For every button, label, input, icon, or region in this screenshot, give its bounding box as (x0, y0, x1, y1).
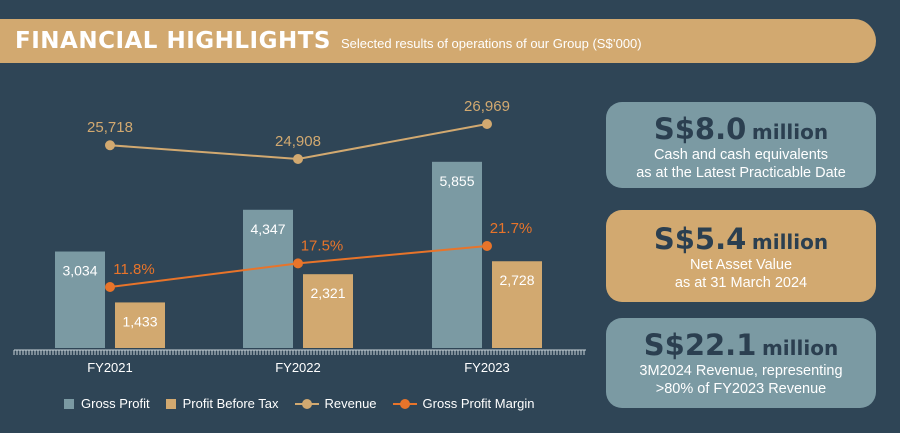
x-tick-label: FY2021 (87, 360, 133, 375)
profit-before-tax-label: 2,321 (310, 285, 345, 301)
x-tick-label: FY2023 (464, 360, 510, 375)
revenue-label: 24,908 (275, 133, 321, 150)
margin-label: 17.5% (301, 237, 344, 254)
revenue-label: 26,969 (464, 98, 510, 115)
page-subtitle: Selected results of operations of our Gr… (341, 35, 642, 51)
gross-profit-bar (243, 209, 293, 348)
gross-profit-label: 4,347 (250, 221, 285, 237)
margin-label: 11.8% (113, 261, 154, 278)
profit-before-tax-label: 2,728 (499, 272, 534, 288)
revenue-point (293, 154, 303, 164)
legend-label-profit-before-tax: Profit Before Tax (182, 396, 279, 411)
revenue-point (105, 140, 115, 151)
legend-profit-before-tax: Profit Before Tax (165, 396, 279, 411)
cash-figure: S$8.0 million (606, 112, 876, 146)
gross-profit-bar (55, 251, 105, 348)
profit-before-tax-bar (115, 302, 165, 348)
revenue-desc-2: >80% of FY2023 Revenue (655, 381, 827, 397)
nav-desc-2: as at 31 March 2024 (674, 275, 808, 291)
revenue-label: 25,718 (87, 119, 133, 136)
cash-unit: million (751, 120, 829, 144)
gross-profit-label: 3,034 (62, 263, 97, 279)
gross-profit-swatch (64, 398, 74, 409)
legend-label-gross-profit: Gross Profit (81, 396, 150, 411)
nav-amount: S$5.4 (653, 222, 747, 256)
nav-card: S$5.4 million Net Asset Value as at 31 M… (606, 210, 876, 302)
chart-legend: Gross Profit Profit Before Tax Revenue G… (64, 396, 551, 411)
profit-before-tax-swatch (165, 398, 176, 409)
margin-label: 21.7% (490, 220, 533, 237)
nav-figure: S$5.4 million (606, 222, 876, 256)
margin-line-marker (392, 398, 417, 409)
nav-unit: million (751, 230, 829, 254)
page-title: FINANCIAL HIGHLIGHTS (15, 28, 331, 54)
gross-profit-bar (432, 161, 482, 348)
revenue-card: S$22.1 million 3M2024 Revenue, represent… (606, 318, 876, 408)
cash-desc-1: Cash and cash equivalents (653, 147, 829, 163)
nav-desc-1: Net Asset Value (689, 257, 793, 273)
profit-before-tax-bar (492, 261, 542, 348)
margin-point (105, 282, 115, 292)
revenue-figure: S$22.1 million (606, 328, 876, 362)
revenue-desc-1: 3M2024 Revenue, representing (639, 363, 843, 379)
title-banner: FINANCIAL HIGHLIGHTS Selected results of… (0, 19, 876, 63)
revenue-point (482, 119, 492, 129)
x-tick-label: FY2022 (275, 360, 321, 375)
legend-label-gross-profit-margin: Gross Profit Margin (422, 396, 535, 411)
revenue-line-marker (294, 398, 319, 409)
gross-profit-label: 5,855 (439, 173, 474, 189)
cash-amount: S$8.0 (653, 112, 747, 146)
legend-gross-profit: Gross Profit (64, 396, 150, 411)
cash-card: S$8.0 million Cash and cash equivalents … (606, 102, 876, 188)
margin-point (482, 241, 492, 251)
revenue-amount: S$22.1 (643, 328, 757, 362)
margin-point (293, 258, 303, 269)
profit-before-tax-label: 1,433 (122, 313, 157, 329)
financial-chart: 3,034 1,433 4,347 2,321 5,855 2,728 FY2021 FY20… (13, 98, 586, 375)
profit-before-tax-bar (303, 274, 353, 348)
legend-gross-profit-margin: Gross Profit Margin (392, 396, 535, 411)
legend-label-revenue: Revenue (324, 396, 377, 411)
cash-desc-2: as at the Latest Practicable Date (636, 165, 846, 181)
revenue-unit: million (761, 336, 839, 360)
legend-revenue: Revenue (294, 396, 377, 411)
